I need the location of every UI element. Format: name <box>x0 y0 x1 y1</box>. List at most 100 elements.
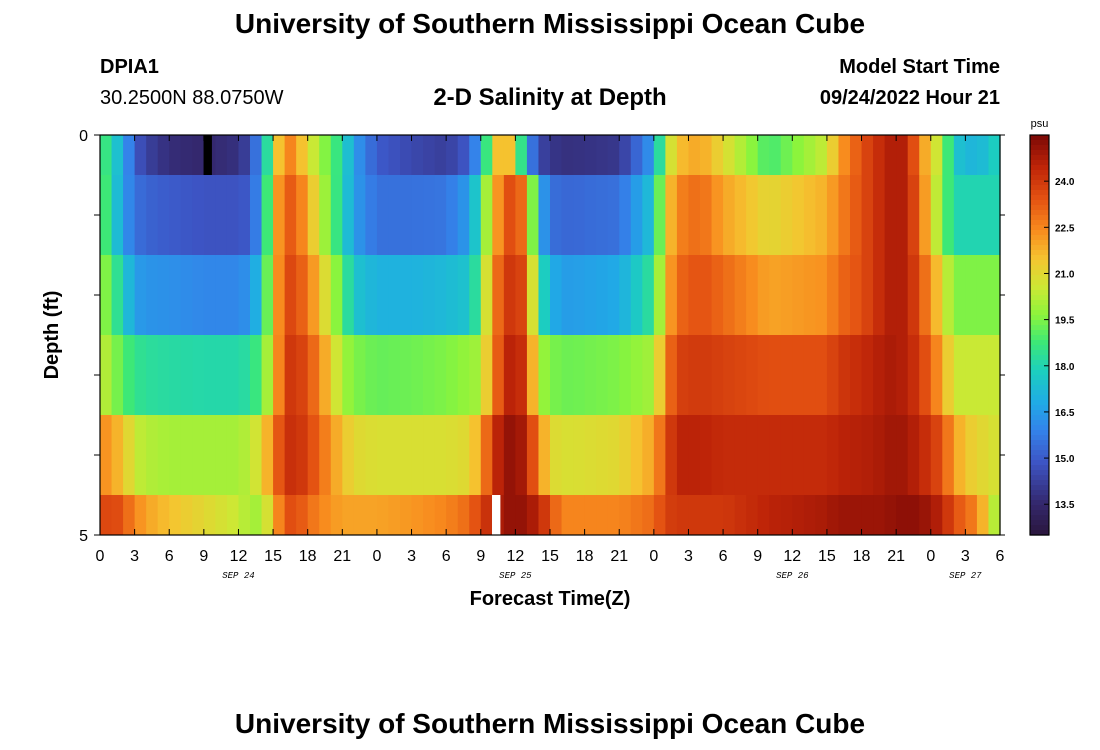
x-tick-label: 9 <box>199 548 208 565</box>
heatmap-cell <box>550 335 563 415</box>
heatmap-cell <box>907 255 920 335</box>
heatmap-cell <box>134 415 147 495</box>
heatmap-cell <box>365 175 378 255</box>
colorbar-segment <box>1030 370 1049 376</box>
heatmap-cell <box>930 175 943 255</box>
heatmap-cell <box>446 255 459 335</box>
heatmap-cell <box>953 255 966 335</box>
heatmap-cell <box>515 495 528 535</box>
heatmap-cell <box>538 495 551 535</box>
heatmap-cell <box>273 175 286 255</box>
heatmap-cell <box>723 335 736 415</box>
heatmap-cell <box>746 255 759 335</box>
heatmap-cell <box>284 335 297 415</box>
colorbar-segment <box>1030 395 1049 401</box>
heatmap-cell <box>273 415 286 495</box>
heatmap-cell <box>976 135 990 175</box>
heatmap-cell <box>434 255 447 335</box>
heatmap-cell <box>953 335 966 415</box>
heatmap-cell <box>157 335 170 415</box>
heatmap-cell <box>803 175 816 255</box>
colorbar-segment <box>1030 340 1049 346</box>
heatmap-cell <box>284 255 297 335</box>
colorbar-segment <box>1030 330 1049 336</box>
heatmap-cell <box>226 135 240 175</box>
colorbar-segment <box>1030 260 1049 266</box>
heatmap-cell <box>746 415 759 495</box>
heatmap-cell <box>365 335 378 415</box>
heatmap-cell <box>307 335 320 415</box>
heatmap-cell <box>319 255 332 335</box>
heatmap-cell <box>100 335 113 415</box>
heatmap-cell <box>400 335 413 415</box>
heatmap-cell <box>111 255 124 335</box>
heatmap-cell <box>423 335 436 415</box>
heatmap-cell <box>769 135 782 175</box>
heatmap-cell <box>526 175 540 255</box>
heatmap-cell <box>457 495 470 535</box>
heatmap-cell <box>734 255 747 335</box>
heatmap-cell <box>988 415 1001 495</box>
colorbar-segment <box>1030 220 1049 226</box>
heatmap-cell <box>861 255 874 335</box>
heatmap-cell <box>965 175 978 255</box>
heatmap-cell <box>180 255 193 335</box>
heatmap-cell <box>688 415 701 495</box>
heatmap-cell <box>653 255 666 335</box>
heatmap-cell <box>919 255 932 335</box>
heatmap-cell <box>734 135 747 175</box>
colorbar-segment <box>1030 385 1049 391</box>
heatmap-cell <box>123 255 136 335</box>
heatmap-cell <box>192 255 205 335</box>
heatmap-cell <box>250 135 263 175</box>
heatmap-cell <box>469 135 482 175</box>
heatmap-cell <box>134 495 147 535</box>
heatmap-cell <box>515 335 528 415</box>
colorbar-segment <box>1030 430 1049 436</box>
colorbar-tick-label: 16.5 <box>1055 408 1075 419</box>
heatmap-cell <box>734 415 747 495</box>
heatmap-cell <box>965 135 978 175</box>
heatmap-cell <box>653 415 666 495</box>
heatmap-cell <box>861 175 874 255</box>
x-axis-title: Forecast Time(Z) <box>470 588 631 610</box>
heatmap-cell <box>180 335 193 415</box>
heatmap-cell <box>250 175 263 255</box>
heatmap-cell <box>215 335 228 415</box>
heatmap-cell <box>365 415 378 495</box>
heatmap-cell <box>596 335 609 415</box>
heatmap-cell <box>711 335 724 415</box>
x-tick-label: 3 <box>407 548 416 565</box>
model-start-label: Model Start Time <box>839 56 1000 78</box>
y-axis-title: Depth (ft) <box>41 291 63 380</box>
heatmap-cell <box>250 495 263 535</box>
heatmap-cell <box>630 175 643 255</box>
heatmap-cell <box>342 415 355 495</box>
colorbar-segment <box>1030 450 1049 456</box>
heatmap-cell <box>307 135 320 175</box>
heatmap-cell <box>446 495 459 535</box>
heatmap-cell <box>411 255 424 335</box>
heatmap-cell <box>169 255 182 335</box>
heatmap-cell <box>111 415 124 495</box>
heatmap-cell <box>838 255 851 335</box>
heatmap-cell <box>203 415 216 495</box>
heatmap-cell <box>942 135 955 175</box>
heatmap-cell <box>503 415 516 495</box>
heatmap-cell <box>965 415 978 495</box>
heatmap-cell <box>273 255 286 335</box>
heatmap-cell <box>100 135 113 175</box>
heatmap-cell <box>319 335 332 415</box>
heatmap-cell <box>792 255 805 335</box>
heatmap-cell <box>803 135 816 175</box>
x-tick-label: 18 <box>299 548 317 565</box>
heatmap-cell <box>296 415 309 495</box>
heatmap-cell <box>596 135 609 175</box>
colorbar-tick-label: 15.0 <box>1055 454 1075 465</box>
heatmap-cell <box>873 175 886 255</box>
heatmap-cell <box>746 495 759 535</box>
colorbar-segment <box>1030 475 1049 481</box>
heatmap-cell <box>561 335 574 415</box>
heatmap-cell <box>815 415 828 495</box>
heatmap-cell <box>607 415 620 495</box>
